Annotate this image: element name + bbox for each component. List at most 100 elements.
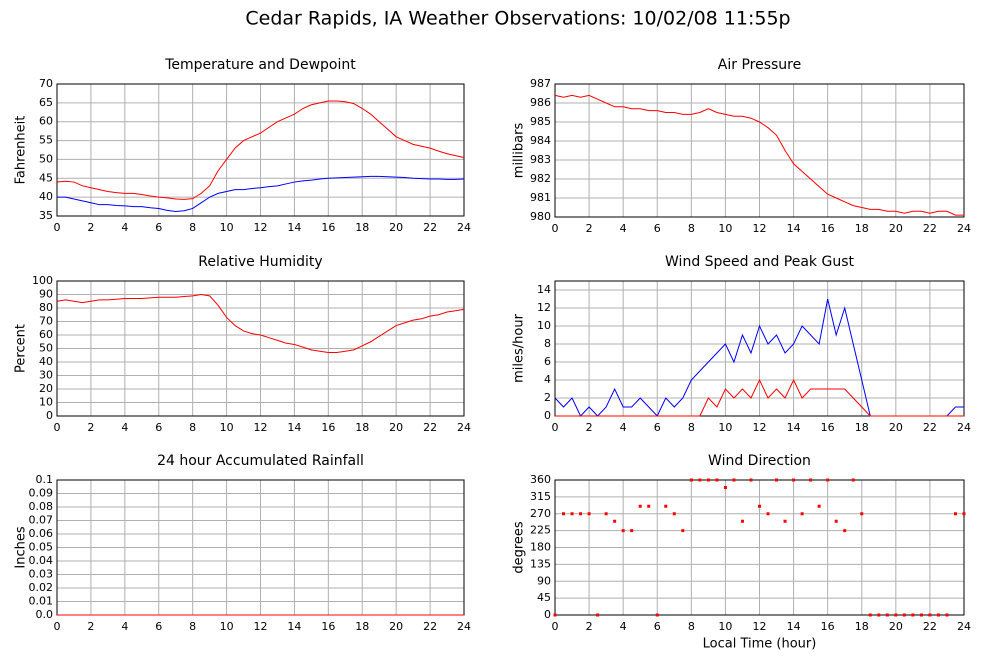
y-tick-label: 987 [530,77,551,90]
y-tick-label: 360 [530,473,551,486]
y-tick-label: 45 [39,171,53,184]
data-point [740,519,744,523]
plot-frame [554,280,965,417]
x-tick-label: 0 [552,222,559,235]
y-tick-label: 982 [530,172,551,185]
y-tick-label: 0.02 [29,581,54,594]
y-tick-label: 225 [530,524,551,537]
x-tick-label: 8 [189,221,196,234]
y-tick-label: 50 [39,152,53,165]
y-tick-label: 10 [39,396,53,409]
y-tick-label: 90 [537,574,551,587]
x-tick-label: 12 [753,421,767,434]
y-tick-label: 0.1 [36,473,54,486]
y-tick-label: 50 [39,342,53,355]
y-axis-label: Percent [14,324,29,373]
y-tick-label: 8 [544,337,551,350]
y-tick-label: 0 [46,409,53,422]
y-tick-label: 10 [537,319,551,332]
data-point [843,529,847,533]
data-point [630,529,634,533]
y-tick-label: 0.06 [29,527,54,540]
x-tick-label: 4 [620,222,627,235]
data-line [57,175,465,212]
x-tick-label: 14 [287,620,301,633]
y-tick-label: 45 [537,591,551,604]
y-tick-label: 985 [530,115,551,128]
y-tick-label: 0.0 [36,608,54,621]
y-tick-label: 315 [530,490,551,503]
y-tick-label: 20 [39,382,53,395]
data-line [56,293,465,354]
x-tick-label: 24 [457,421,471,434]
y-tick-label: 0.08 [29,500,54,513]
x-tick-label: 18 [355,221,369,234]
x-tick-label: 10 [220,620,234,633]
data-point [766,512,770,516]
data-point [911,613,915,617]
y-tick-label: 986 [530,96,551,109]
data-line [56,100,465,200]
y-tick-label: 35 [39,209,53,222]
x-tick-label: 6 [654,620,661,633]
x-tick-label: 14 [287,421,301,434]
data-point [826,478,830,482]
y-tick-label: 0.05 [29,541,54,554]
y-tick-label: 4 [544,373,551,386]
x-tick-label: 4 [620,620,627,633]
y-tick-label: 180 [530,541,551,554]
data-point [749,478,753,482]
data-point [758,504,761,508]
data-point [672,512,676,516]
plot-frame [554,479,965,616]
x-tick-label: 16 [821,222,835,235]
x-tick-label: 2 [586,421,593,434]
y-tick-label: 984 [530,134,551,147]
data-point [613,519,617,523]
data-point [621,529,625,533]
data-point [860,512,864,516]
y-axis-label: Inches [14,526,29,568]
x-tick-label: 24 [457,221,471,234]
x-tick-label: 20 [389,421,403,434]
x-tick-label: 18 [355,421,369,434]
data-point [638,504,642,508]
y-tick-label: 0 [544,409,551,422]
main-title: Cedar Rapids, IA Weather Observations: 1… [245,8,790,30]
chart-title: Air Pressure [718,57,801,73]
data-point [570,512,574,516]
data-point [962,512,966,516]
x-tick-label: 12 [254,221,268,234]
y-axis-label: millibars [512,123,527,179]
data-point [792,478,796,482]
data-point [596,613,600,617]
data-point [953,512,957,516]
x-tick-label: 24 [957,421,971,434]
x-tick-label: 14 [787,421,801,434]
data-point [851,478,855,482]
y-tick-label: 0.01 [29,595,54,608]
y-tick-label: 980 [530,210,551,223]
x-tick-label: 10 [220,421,234,434]
y-tick-label: 0.07 [29,514,54,527]
data-line [555,378,964,417]
x-tick-label: 16 [821,421,835,434]
x-tick-label: 6 [155,421,162,434]
data-point [587,512,591,516]
data-point [928,613,932,617]
y-tick-label: 2 [544,391,551,404]
x-tick-label: 6 [155,620,162,633]
x-tick-label: 0 [54,620,61,633]
x-tick-label: 24 [957,222,971,235]
y-tick-label: 981 [530,191,551,204]
x-tick-label: 22 [923,222,937,235]
x-tick-label: 16 [821,620,835,633]
x-tick-label: 22 [923,620,937,633]
data-point [817,504,821,508]
x-tick-label: 8 [688,421,695,434]
y-axis-label: Fahrenheit [14,116,29,185]
y-tick-label: 135 [530,557,551,570]
data-point [723,486,727,489]
x-tick-label: 12 [254,421,268,434]
